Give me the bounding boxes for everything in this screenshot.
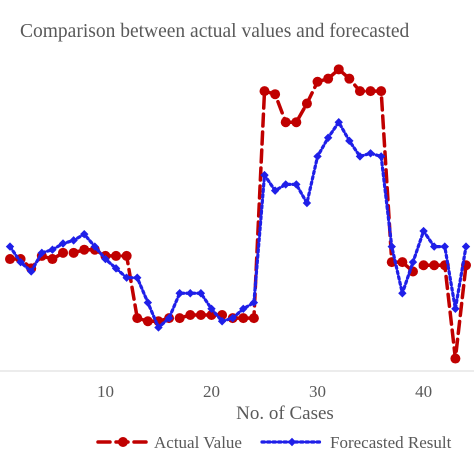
data-point: [366, 149, 375, 158]
data-point: [196, 289, 206, 298]
plot-area: [5, 64, 471, 364]
data-point: [143, 298, 153, 307]
data-point: [365, 86, 376, 97]
data-point: [260, 170, 269, 180]
series-2: [5, 118, 471, 332]
legend-label: Forecasted Result: [330, 433, 452, 452]
data-point: [408, 257, 418, 267]
data-point: [174, 313, 185, 324]
data-point: [302, 198, 312, 208]
data-point: [281, 180, 290, 189]
data-point: [164, 313, 174, 323]
data-point: [133, 273, 142, 282]
data-point: [175, 289, 184, 298]
x-tick-label: 10: [97, 382, 114, 401]
data-point: [354, 86, 365, 97]
data-point: [111, 264, 121, 273]
legend: Actual Value Forecasted Result: [96, 433, 452, 452]
data-point: [101, 254, 110, 264]
legend-label: Actual Value: [154, 433, 242, 452]
data-point: [5, 254, 15, 265]
data-point: [440, 242, 449, 251]
data-point: [334, 118, 343, 127]
data-point: [313, 152, 322, 161]
data-point: [238, 313, 249, 324]
data-point: [122, 273, 131, 282]
data-point: [292, 180, 301, 189]
data-point: [79, 244, 90, 255]
data-point: [27, 267, 36, 276]
data-point: [195, 310, 206, 321]
data-point: [333, 64, 344, 75]
x-tick-labels: 10 20 30 40: [97, 382, 432, 401]
legend-item: Actual Value: [96, 433, 242, 452]
data-point: [418, 260, 429, 271]
data-point: [323, 73, 334, 84]
data-point: [47, 254, 58, 265]
data-point: [387, 242, 396, 251]
data-point: [323, 133, 333, 142]
data-point: [398, 289, 407, 298]
data-point: [239, 304, 248, 313]
data-point: [186, 289, 195, 298]
legend-swatch-marker: [287, 437, 297, 447]
data-point: [376, 86, 387, 97]
data-point: [312, 76, 323, 87]
data-point: [207, 304, 216, 313]
data-point: [37, 248, 47, 258]
x-tick-label: 30: [309, 382, 326, 401]
data-point: [419, 226, 428, 236]
data-point: [90, 242, 100, 251]
data-point: [270, 89, 281, 100]
data-point: [217, 317, 227, 326]
series-1: [5, 64, 471, 364]
data-point: [48, 245, 57, 254]
data-point: [248, 313, 259, 324]
data-point: [111, 250, 122, 261]
data-point: [69, 236, 78, 245]
data-point: [345, 136, 354, 146]
data-point: [228, 313, 237, 323]
data-point: [16, 257, 25, 267]
x-axis-title: No. of Cases: [236, 403, 334, 424]
chart-title: Comparison between actual values and for…: [20, 21, 410, 42]
data-point: [142, 316, 153, 327]
data-point: [132, 313, 143, 324]
data-point: [249, 298, 259, 307]
data-point: [280, 117, 291, 128]
data-point: [344, 73, 355, 84]
data-point: [450, 353, 461, 364]
data-point: [154, 323, 163, 332]
x-tick-label: 20: [203, 382, 220, 401]
data-point: [80, 229, 89, 239]
data-point: [429, 242, 439, 251]
data-point: [270, 186, 280, 195]
data-point: [355, 152, 365, 161]
data-point: [301, 98, 312, 109]
data-point: [58, 239, 68, 248]
legend-swatch-marker: [118, 437, 128, 447]
data-point: [376, 152, 386, 161]
x-tick-label: 40: [415, 382, 432, 401]
data-point: [121, 250, 132, 261]
data-point: [429, 260, 440, 271]
data-point: [397, 257, 408, 268]
data-point: [461, 242, 471, 251]
series-line: [8, 120, 468, 330]
data-point: [451, 304, 460, 313]
data-point: [58, 247, 69, 258]
legend-item: Forecasted Result: [260, 433, 452, 452]
data-point: [68, 247, 79, 258]
data-point: [291, 117, 302, 128]
data-point: [185, 310, 196, 321]
data-point: [5, 242, 15, 251]
data-point: [259, 86, 270, 97]
